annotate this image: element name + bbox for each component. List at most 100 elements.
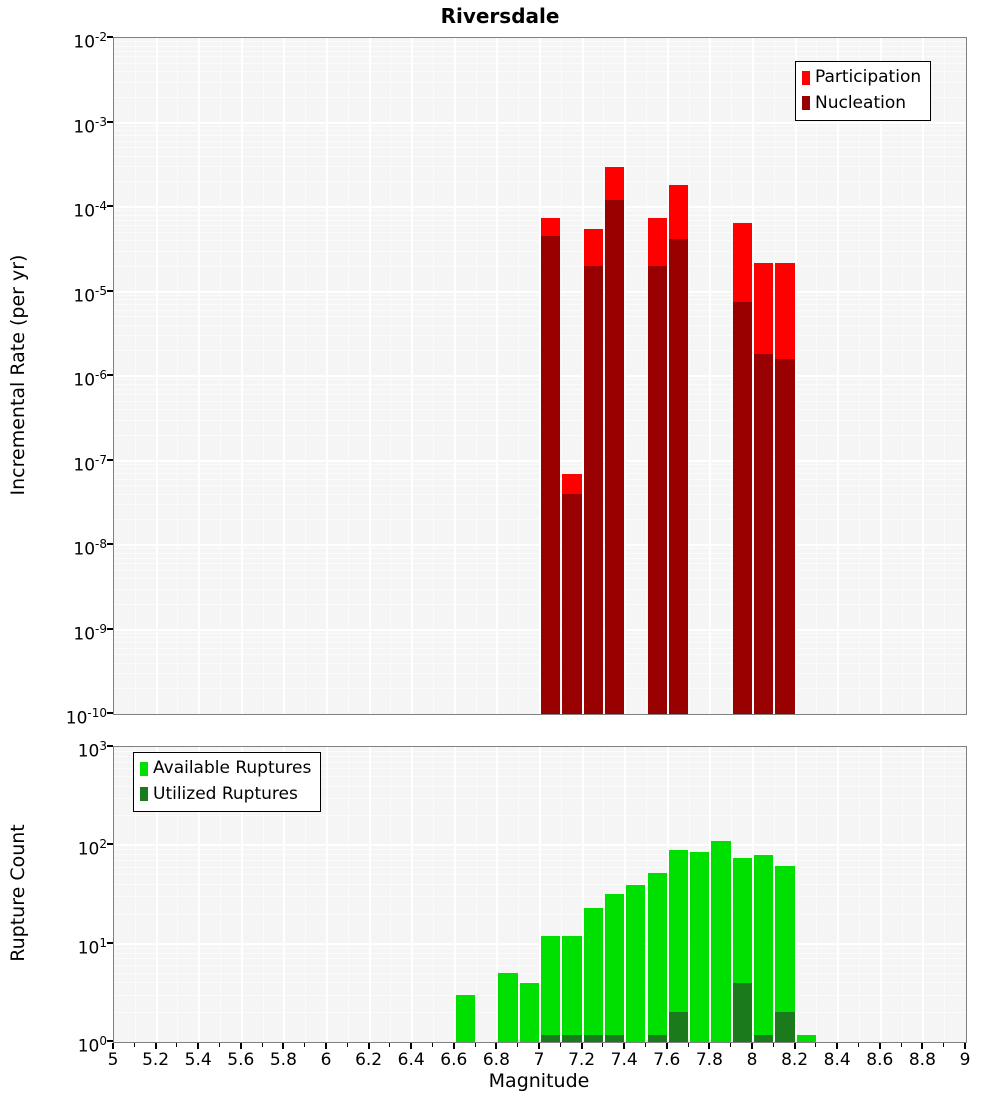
x-tick-label: 7.2 — [568, 1050, 596, 1070]
gridline-vertical — [220, 747, 221, 1042]
gridline-horizontal — [114, 135, 966, 137]
x-minor-tick — [645, 1043, 646, 1047]
x-tick-label: 7 — [533, 1050, 545, 1070]
y-tick — [107, 745, 113, 747]
gridline-horizontal — [114, 815, 966, 817]
gridline-vertical — [752, 747, 754, 1042]
x-tick — [878, 1043, 881, 1049]
x-minor-tick — [304, 1043, 306, 1047]
x-tick — [964, 1043, 966, 1049]
gridline-horizontal — [114, 419, 966, 421]
x-minor-tick — [176, 1043, 178, 1047]
y-tick-label: 10-3 — [73, 114, 107, 138]
available-ruptures-bar — [626, 884, 646, 1042]
available-ruptures-bar — [455, 995, 476, 1042]
y-tick-label: 10-9 — [73, 621, 107, 645]
gridline-horizontal — [114, 519, 966, 521]
gridline-horizontal — [114, 468, 966, 470]
gridline-horizontal — [114, 883, 966, 885]
gridline-horizontal — [114, 240, 966, 242]
gridline-vertical — [666, 747, 669, 1042]
gridline-horizontal — [114, 409, 966, 411]
nucleation-bar — [604, 200, 625, 714]
y-tick-label: 103 — [77, 739, 107, 762]
gridline-horizontal — [114, 756, 966, 758]
y-tick — [107, 205, 113, 207]
gridline-vertical — [646, 747, 647, 1042]
gridline-horizontal — [114, 964, 966, 966]
x-tick-label: 8 — [746, 1050, 758, 1070]
utilized-ruptures-bar — [647, 1035, 667, 1042]
x-tick-label: 6 — [320, 1050, 332, 1070]
available-ruptures-bar — [754, 854, 774, 1042]
x-minor-tick — [474, 1043, 476, 1047]
gridline-horizontal — [114, 563, 966, 565]
gridline-horizontal — [114, 383, 966, 385]
gridline-horizontal — [114, 225, 966, 227]
incremental-rate-plot — [113, 37, 967, 715]
gridline-vertical — [475, 747, 477, 1042]
gridline-vertical — [581, 747, 584, 1042]
gridline-horizontal — [114, 45, 966, 47]
nucleation-bar — [541, 236, 561, 714]
x-tick-label: 5.4 — [184, 1050, 212, 1070]
y-tick — [107, 941, 113, 944]
gridline-vertical — [944, 747, 946, 1042]
gridline-vertical — [560, 747, 562, 1042]
gridline-horizontal — [114, 647, 966, 649]
available-ruptures-bar — [668, 849, 689, 1042]
gridline-horizontal — [114, 463, 966, 465]
gridline-horizontal — [114, 569, 966, 571]
gridline-horizontal — [114, 375, 966, 377]
x-tick-label: 7.8 — [695, 1050, 723, 1070]
available-ruptures-bar — [562, 935, 582, 1042]
gridline-vertical — [709, 747, 712, 1042]
gridline-horizontal — [114, 335, 966, 337]
gridline-horizontal — [114, 459, 966, 462]
x-tick-label: 5.6 — [227, 1050, 255, 1070]
gridline-horizontal — [114, 299, 966, 301]
available-ruptures-bar — [541, 935, 561, 1042]
x-tick — [239, 1043, 242, 1049]
gridline-horizontal — [114, 874, 966, 876]
x-tick-label: 9 — [959, 1050, 971, 1070]
x-tick — [197, 1043, 200, 1049]
magnitude-axis-title: Magnitude — [488, 1070, 590, 1092]
nucleation-label: Nucleation — [815, 92, 907, 113]
y-tick — [107, 374, 113, 376]
incremental-rate-axis-title: Incremental Rate (per yr) — [7, 254, 29, 496]
x-tick — [282, 1043, 285, 1049]
gridline-horizontal — [114, 548, 966, 550]
x-minor-tick — [219, 1043, 220, 1047]
gridline-horizontal — [114, 578, 966, 580]
utilized-ruptures-swatch-icon — [140, 787, 148, 802]
gridline-horizontal — [114, 768, 966, 770]
gridline-horizontal — [114, 761, 966, 763]
x-minor-tick — [687, 1043, 689, 1047]
gridline-horizontal — [114, 866, 966, 868]
available-ruptures-bar — [647, 873, 667, 1042]
gridline-horizontal — [114, 166, 966, 168]
x-tick-label: 6.4 — [397, 1050, 425, 1070]
utilized-ruptures-bar — [562, 1035, 582, 1042]
utilized-ruptures-bar — [668, 1012, 689, 1042]
rupture-legend: Available Ruptures Utilized Ruptures — [133, 752, 322, 812]
gridline-vertical — [879, 747, 882, 1042]
gridline-horizontal — [114, 994, 966, 996]
y-tick-label: 10-10 — [65, 706, 107, 729]
gridline-horizontal — [114, 231, 966, 233]
gridline-horizontal — [114, 662, 966, 664]
participation-swatch-icon — [802, 70, 810, 85]
x-minor-tick — [900, 1043, 902, 1047]
x-tick — [751, 1043, 753, 1049]
gridline-vertical — [901, 747, 903, 1042]
participation-label: Participation — [815, 67, 922, 87]
utilized-ruptures-bar — [583, 1035, 603, 1042]
x-tick — [921, 1043, 924, 1049]
gridline-vertical — [368, 747, 371, 1042]
gridline-vertical — [603, 747, 605, 1042]
y-tick-label: 10-8 — [73, 537, 107, 560]
x-minor-tick — [602, 1043, 604, 1047]
gridline-horizontal — [114, 294, 966, 296]
